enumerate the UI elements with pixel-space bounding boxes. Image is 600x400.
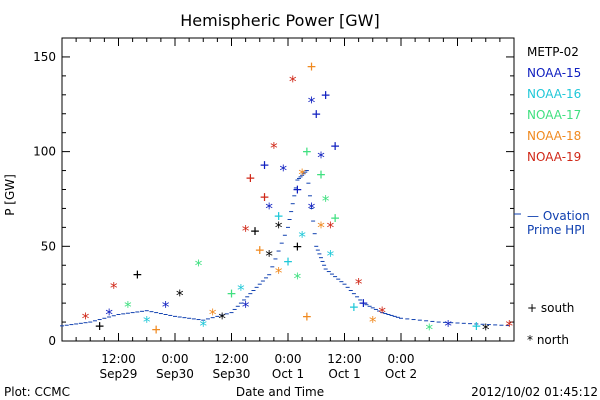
legend-entry: NOAA-15 — [527, 66, 581, 80]
data-point: + — [307, 57, 316, 75]
data-point: + — [283, 252, 292, 270]
x-tick-date-label: Sep29 — [100, 367, 138, 381]
data-point: * — [279, 162, 288, 180]
data-point: * — [307, 93, 316, 111]
data-point: * — [269, 139, 278, 157]
data-point: * — [316, 218, 325, 236]
data-point: * — [208, 305, 217, 323]
data-point: + — [246, 169, 255, 187]
legend-entry: NOAA-17 — [527, 108, 581, 122]
data-point: + — [293, 181, 302, 199]
data-point: * — [81, 309, 90, 327]
data-point: + — [95, 317, 104, 335]
data-point: + — [133, 266, 142, 284]
y-tick-label: 0 — [48, 334, 56, 348]
ovation-hpi-series — [60, 170, 510, 327]
data-point: + — [359, 294, 368, 312]
x-tick-date-label: Oct 2 — [385, 367, 417, 381]
x-tick-date-label: Sep30 — [213, 367, 251, 381]
legend-entry: NOAA-19 — [527, 150, 581, 164]
data-point: * — [444, 317, 453, 335]
legend-entry: NOAA-18 — [527, 129, 581, 143]
x-tick-label: 12:00 — [327, 352, 362, 366]
data-point: * — [161, 298, 170, 316]
data-point: * — [293, 270, 302, 288]
data-point: + — [472, 317, 481, 335]
chart-title: Hemispheric Power [GW] — [180, 11, 379, 30]
x-tick-date-label: Oct 1 — [272, 367, 304, 381]
data-point: + — [227, 285, 236, 303]
x-tick-label: 0:00 — [388, 352, 415, 366]
x-tick-label: 12:00 — [214, 352, 249, 366]
data-point: * — [109, 279, 118, 297]
x-tick-label: 0:00 — [162, 352, 189, 366]
data-point: * — [142, 313, 151, 331]
footer-source: Plot: CCMC — [4, 385, 70, 399]
footer-timestamp: 2012/10/02 01:45:12 — [471, 385, 598, 399]
data-point: * — [378, 304, 387, 322]
data-point: + — [331, 137, 340, 155]
legend-entry: NOAA-16 — [527, 87, 581, 101]
x-tick-label: 0:00 — [275, 352, 302, 366]
x-tick-date-label: Oct 1 — [328, 367, 360, 381]
data-point: * — [274, 218, 283, 236]
data-points: +*+**+*+ *+**+*+*++** * +**++***+* +*++*+**+… — [81, 57, 514, 338]
x-axis-label: Date and Time — [236, 385, 324, 399]
data-point: * — [218, 309, 227, 327]
data-point: + — [312, 105, 321, 123]
data-point: + — [302, 143, 311, 161]
legend-entry: METP-02 — [527, 45, 579, 59]
data-point: * — [326, 218, 335, 236]
data-point: + — [260, 188, 269, 206]
axes: 05010015012:00Sep290:00Sep3012:00Sep300:… — [33, 37, 515, 381]
data-point: + — [260, 156, 269, 174]
data-point: * — [505, 317, 514, 335]
data-point: + — [152, 321, 161, 339]
y-tick-label: 100 — [33, 145, 56, 159]
data-point: * — [481, 321, 490, 339]
data-point: * — [265, 199, 274, 217]
data-point: * — [316, 148, 325, 166]
data-point: * — [199, 317, 208, 335]
legend-south: + south — [527, 301, 574, 315]
legend-ovation-line2: Prime HPI — [527, 223, 585, 237]
y-tick-label: 50 — [41, 239, 56, 253]
data-point: * — [274, 264, 283, 282]
data-point: * — [298, 228, 307, 246]
legend: METP-02 NOAA-15 NOAA-16 NOAA-17 NOAA-18 NOAA-… — [514, 45, 590, 347]
data-point: * — [241, 298, 250, 316]
data-point: * — [105, 305, 114, 323]
data-point: + — [274, 207, 283, 225]
data-point: * — [241, 222, 250, 240]
data-point: * — [175, 287, 184, 305]
y-axis-label: P [GW] — [3, 174, 17, 216]
legend-north: * north — [527, 333, 569, 347]
data-point: + — [251, 222, 260, 240]
data-point: * — [368, 313, 377, 331]
data-point: * — [326, 247, 335, 265]
data-point: * — [307, 199, 316, 217]
x-tick-label: 12:00 — [101, 352, 136, 366]
data-point: * — [236, 281, 245, 299]
data-point: + — [293, 237, 302, 255]
data-point: * — [354, 275, 363, 293]
y-tick-label: 150 — [33, 50, 56, 64]
data-point: + — [321, 86, 330, 104]
data-point: * — [321, 192, 330, 210]
data-point: * — [288, 73, 297, 91]
legend-ovation-line1: — Ovation — [527, 209, 590, 223]
x-tick-date-label: Sep30 — [156, 367, 194, 381]
data-point: + — [302, 307, 311, 325]
data-point: * — [123, 298, 132, 316]
data-point: * — [194, 256, 203, 274]
data-point: + — [255, 241, 264, 259]
data-point: * — [298, 165, 307, 183]
data-point: * — [425, 321, 434, 339]
data-point: + — [349, 298, 358, 316]
data-point: + — [316, 165, 325, 183]
data-point: + — [331, 209, 340, 227]
data-point: * — [265, 247, 274, 265]
